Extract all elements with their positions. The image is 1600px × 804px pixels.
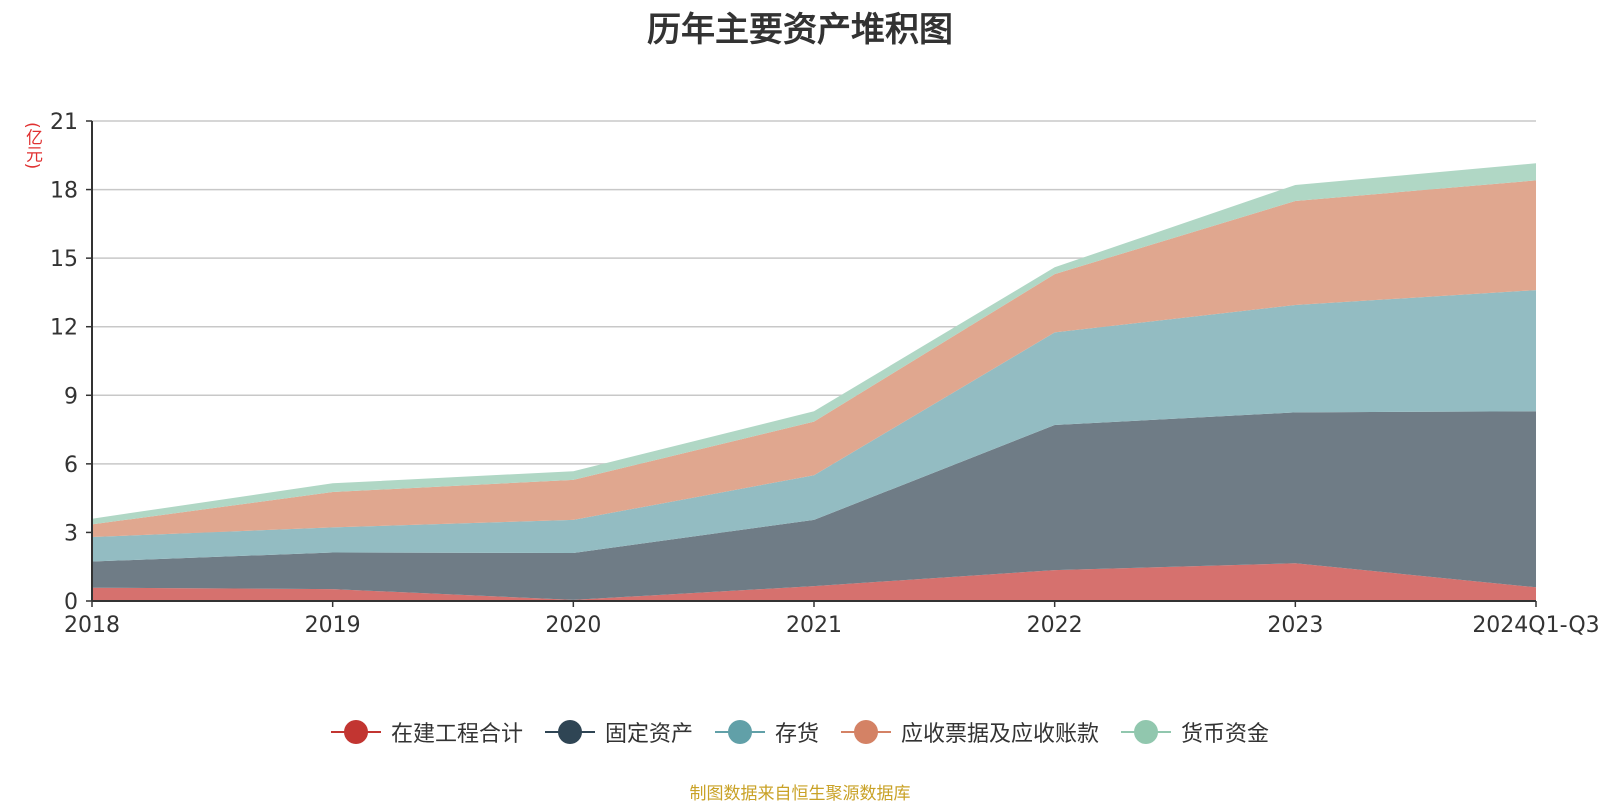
legend-item-2[interactable]: 固定资产 [544,716,693,748]
legend-label: 固定资产 [604,722,693,747]
area-series [92,163,1536,601]
y-axis-unit: (亿元) [22,122,42,170]
legend-marker-icon [330,718,381,746]
chart-title: 历年主要资产堆积图 [647,10,953,50]
legend-label: 存货 [774,722,819,747]
legend-marker-icon [714,718,765,746]
area-series-4 [92,180,1536,537]
x-tick-label: 2019 [305,613,361,638]
y-tick-label: 15 [50,247,78,272]
x-tick-label: 2018 [64,613,120,638]
legend-dot-icon [727,720,752,744]
data-source-note: 制图数据来自恒生聚源数据库 [689,784,911,804]
legend-label: 在建工程合计 [390,722,523,747]
y-tick-label: 0 [64,590,78,615]
legend-dot-icon [557,720,582,744]
x-tick-label: 2024Q1-Q3 [1472,613,1599,638]
legend-item-5[interactable]: 货币资金 [1121,716,1269,748]
legend-dot-icon [343,720,368,744]
x-tick-label: 2020 [545,613,601,638]
stacked-area-chart: 0 3 6 9 12 15 18 21 2018 2019 2020 2021 2022 2023 2024… [50,110,1600,638]
legend-marker-icon [1121,718,1172,746]
legend-item-4[interactable]: 应收票据及应收账款 [841,716,1099,748]
x-tick-label: 2022 [1027,613,1083,638]
y-tick-label: 3 [64,521,78,546]
area-series-3 [92,290,1536,562]
legend-label: 应收票据及应收账款 [901,722,1100,747]
y-tick-label: 12 [50,316,78,341]
y-tick-label: 6 [64,453,78,478]
legend-dot-icon [854,720,878,744]
legend: 在建工程合计 固定资产 存货 应收票据及应收账款 货币资金 [0,712,1600,752]
y-tick-label: 18 [50,179,78,204]
legend-label: 货币资金 [1181,722,1270,747]
legend-item-1[interactable]: 在建工程合计 [330,716,523,748]
legend-item-3[interactable]: 存货 [714,716,819,748]
y-tick-label: 21 [50,110,78,135]
legend-dot-icon [1134,720,1159,744]
legend-marker-icon [544,718,595,746]
legend-marker-icon [841,718,891,746]
area-series-1 [92,563,1536,601]
x-tick-label: 2021 [786,613,842,638]
x-tick-label: 2023 [1267,613,1323,638]
axes: 0 3 6 9 12 15 18 21 2018 2019 2020 2021 2022 2023 2024… [50,110,1600,638]
y-tick-label: 9 [64,384,78,409]
